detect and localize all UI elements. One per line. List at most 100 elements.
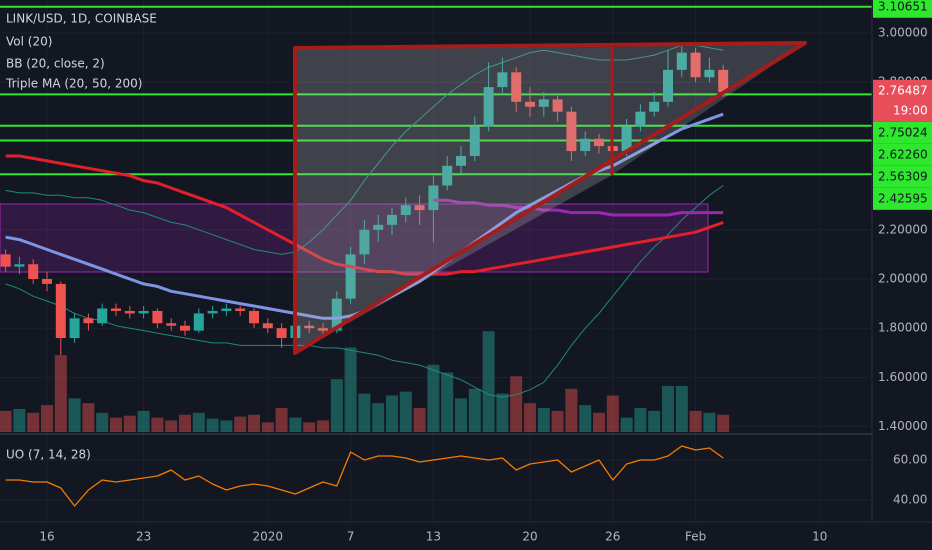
oscillator-line (5, 445, 724, 507)
volume-bar (524, 403, 536, 432)
y-tick-label: 2.00000 (878, 271, 928, 285)
candle-body (14, 264, 25, 267)
candle-body (249, 310, 259, 324)
level-label-box (873, 143, 932, 166)
volume-bar (123, 415, 136, 432)
symbol-title: LINK/USD, 1D, COINBASE (6, 12, 157, 26)
candle-body (483, 87, 494, 127)
candle-body (456, 155, 466, 166)
candle-body (55, 283, 66, 339)
candle-body (97, 308, 108, 324)
x-tick-label: 20 (522, 530, 537, 544)
volume-bar (41, 405, 53, 432)
volume-bar (537, 408, 550, 432)
candle-body (318, 328, 328, 331)
candle-body (359, 229, 370, 255)
candle-body (635, 111, 646, 127)
level-label: 2.56309 (878, 169, 928, 183)
candle-body (276, 328, 287, 339)
candle-body (207, 310, 218, 314)
y-tick-label: 1.40000 (878, 419, 928, 433)
volume-bar (110, 417, 122, 432)
volume-bar (248, 414, 260, 432)
volume-bar (220, 420, 233, 432)
y-tick-label: 1.60000 (878, 370, 928, 384)
bollinger-band (5, 44, 724, 255)
candle-body (690, 52, 701, 78)
volume-bar (179, 414, 191, 432)
candle-body (621, 126, 632, 152)
candle-body (331, 298, 342, 331)
volume-bar (386, 395, 398, 432)
volume-bar (468, 388, 481, 432)
volume-bar (399, 391, 412, 432)
level-label: 2.75024 (878, 125, 928, 139)
candle-body (552, 99, 563, 112)
candle-body (193, 313, 204, 331)
last-price-box (873, 79, 932, 122)
volume-bar (275, 408, 288, 432)
volume-bar (192, 412, 205, 432)
volume-bar (413, 408, 426, 432)
oscillator-pane (5, 445, 724, 507)
volume-bar (261, 422, 274, 432)
legend-entry: Vol (20) (6, 35, 52, 49)
candle-body (442, 165, 453, 186)
candle-body (718, 69, 729, 93)
volume-bar (510, 376, 523, 432)
candle-body (373, 224, 384, 230)
volume-bar (330, 379, 343, 432)
volume-bar (372, 403, 385, 432)
candle-body (525, 101, 535, 107)
level-label-box (873, 0, 932, 18)
volume-bar (68, 398, 81, 432)
volume-bar (0, 410, 12, 432)
candle-body (663, 69, 673, 102)
volume-bar (13, 408, 26, 432)
volume-bar (565, 388, 578, 432)
x-tick-label: 7 (347, 530, 355, 544)
candle-body (166, 323, 177, 326)
candle-body (83, 318, 94, 324)
level-label-box (873, 165, 932, 188)
x-tick-label: 16 (39, 530, 54, 544)
main-pane (0, 5, 872, 432)
candle-body (345, 254, 356, 299)
candle-body (649, 101, 660, 112)
candle-body (152, 310, 163, 324)
volume-bar (303, 422, 316, 432)
candle-body (387, 215, 397, 225)
x-tick-label: 10 (812, 530, 827, 544)
candle-body (0, 254, 11, 267)
volume-bar (703, 412, 716, 432)
y-tick-label: 40.00 (893, 493, 927, 507)
candle-body (400, 205, 411, 216)
candle-body (111, 308, 121, 311)
volume-bar (648, 410, 661, 432)
volume-bar (358, 393, 371, 432)
volume-bar (606, 395, 619, 432)
volume-bar (551, 410, 564, 432)
last-price-label: 2.76487 (878, 83, 928, 97)
level-label: 2.62260 (878, 147, 928, 161)
candle-body (580, 138, 591, 152)
volume-bar (317, 420, 329, 432)
volume-bar (717, 414, 730, 432)
moving-average (5, 154, 724, 276)
level-label: 3.10651 (878, 0, 928, 13)
volume-bar (482, 331, 495, 432)
countdown-label: 19:00 (893, 103, 928, 117)
legend-entry: Triple MA (20, 50, 200) (5, 77, 142, 91)
volume-bar (455, 398, 467, 432)
volume-bar (496, 393, 509, 432)
volume-bar (27, 412, 40, 432)
volume-bar (579, 405, 592, 432)
candle-body (235, 308, 246, 311)
volume-bar (441, 372, 454, 432)
candle-body (469, 126, 480, 156)
volume-bar (96, 412, 109, 432)
y-tick-label: 60.00 (893, 453, 927, 467)
candle-body (124, 310, 135, 314)
